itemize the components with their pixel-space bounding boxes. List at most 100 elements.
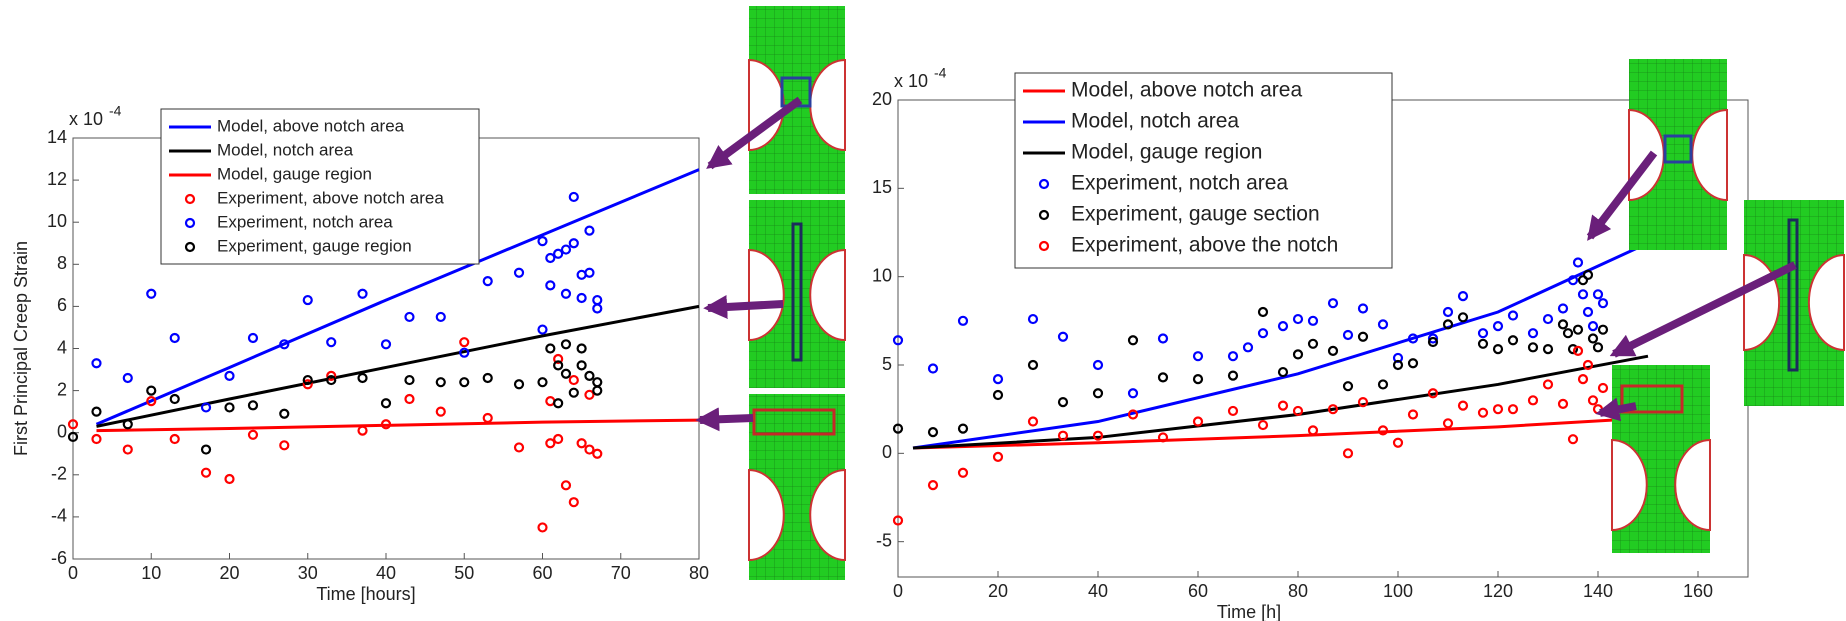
experiment-point (200, 467, 212, 478)
experiment-point (1582, 359, 1594, 371)
experiment-point (568, 374, 579, 386)
legend-swatch (184, 193, 196, 205)
experiment-point (326, 374, 337, 386)
experiment-point (1327, 345, 1339, 356)
legend-label: Model, gauge region (1071, 141, 1262, 164)
experiment-point (459, 347, 470, 358)
experiment-point (957, 423, 969, 434)
experiment-point (553, 248, 564, 259)
x-tick-label: 80 (689, 563, 709, 583)
experiment-point (1477, 338, 1489, 349)
experiment-point (435, 311, 446, 323)
experiment-point (957, 467, 969, 478)
experiment-point (326, 370, 337, 381)
experiment-point (545, 280, 556, 291)
experiment-point (584, 267, 595, 278)
experiment-point (1307, 338, 1319, 349)
experiment-point (1477, 328, 1489, 339)
legend-label: Experiment, notch area (217, 212, 393, 231)
experiment-point (1392, 437, 1404, 448)
experiment-point (459, 337, 470, 348)
experiment-point (1592, 289, 1604, 300)
experiment-point (1307, 425, 1319, 436)
experiment-point (1457, 312, 1469, 323)
experiment-point (1542, 313, 1554, 325)
experiment-point (1587, 333, 1599, 344)
experiment-point (927, 480, 939, 491)
x-axis-label: Time [hours] (316, 584, 415, 604)
experiment-point (1427, 388, 1439, 399)
x-tick-label: 0 (68, 563, 78, 583)
experiment-point (91, 406, 102, 417)
experiment-point (1492, 344, 1504, 355)
y-multiplier: x 10 (69, 109, 103, 129)
experiment-point (1292, 405, 1304, 417)
mesh-right-1 (1628, 59, 1728, 250)
y-tick-label: -4 (51, 506, 67, 526)
experiment-point (1127, 335, 1139, 346)
arrow (695, 407, 754, 432)
experiment-point (1357, 397, 1369, 408)
y-multiplier-exp: -4 (934, 65, 947, 81)
experiment-point (1457, 291, 1469, 302)
experiment-point (560, 288, 572, 299)
experiment-point (537, 324, 548, 335)
mesh-left-2 (748, 200, 846, 388)
experiment-point (357, 288, 368, 299)
experiment-point (146, 385, 157, 396)
x-tick-label: 0 (893, 581, 903, 601)
experiment-point (224, 370, 235, 381)
experiment-point (513, 267, 525, 278)
experiment-point (200, 444, 212, 455)
experiment-point (560, 480, 572, 491)
experiment-point (1227, 370, 1239, 381)
experiment-point (482, 276, 493, 287)
y-tick-label: -2 (51, 464, 67, 484)
experiment-point (1457, 400, 1469, 411)
experiment-point (592, 385, 603, 396)
experiment-point (1292, 349, 1304, 360)
y-tick-label: -6 (51, 548, 67, 568)
experiment-point (576, 343, 587, 354)
experiment-point (1127, 388, 1139, 399)
experiment-point (1027, 313, 1039, 325)
experiment-point (1327, 298, 1339, 309)
arrow (1595, 397, 1637, 422)
experiment-point (482, 372, 493, 384)
mesh-images (748, 6, 1845, 580)
x-tick-label: 20 (988, 581, 1008, 601)
experiment-point (1507, 335, 1519, 346)
experiment-point (404, 311, 415, 323)
experiment-point (537, 522, 548, 533)
experiment-point (1582, 306, 1594, 318)
model-line (912, 241, 1649, 450)
experiment-point (1357, 303, 1369, 314)
experiment-point (1527, 328, 1539, 339)
experiment-point (1427, 336, 1439, 348)
legend-swatch (1038, 178, 1050, 190)
experiment-point (1407, 358, 1419, 369)
experiment-point (560, 339, 572, 350)
experiment-point (1557, 303, 1569, 314)
y-tick-label: 10 (47, 211, 67, 231)
experiment-point (545, 438, 556, 449)
mesh-left-3 (748, 394, 846, 580)
arrow (1586, 150, 1658, 241)
arrow (706, 96, 803, 170)
legend-label: Model, notch area (217, 140, 354, 159)
x-tick-label: 10 (141, 563, 161, 583)
experiment-point (1092, 388, 1104, 399)
experiment-point (1157, 432, 1169, 443)
x-tick-label: 120 (1483, 581, 1513, 601)
experiment-point (404, 374, 415, 386)
experiment-point (1157, 372, 1169, 383)
experiment-point (513, 379, 525, 390)
experiment-point (1407, 333, 1419, 344)
experiment-point (1157, 333, 1169, 344)
legend-swatch (184, 241, 196, 253)
y-tick-label: 2 (57, 379, 67, 399)
experiment-point (1587, 321, 1599, 332)
experiment-point (992, 374, 1004, 385)
experiment-point (1597, 298, 1609, 309)
experiment-point (1227, 351, 1239, 362)
